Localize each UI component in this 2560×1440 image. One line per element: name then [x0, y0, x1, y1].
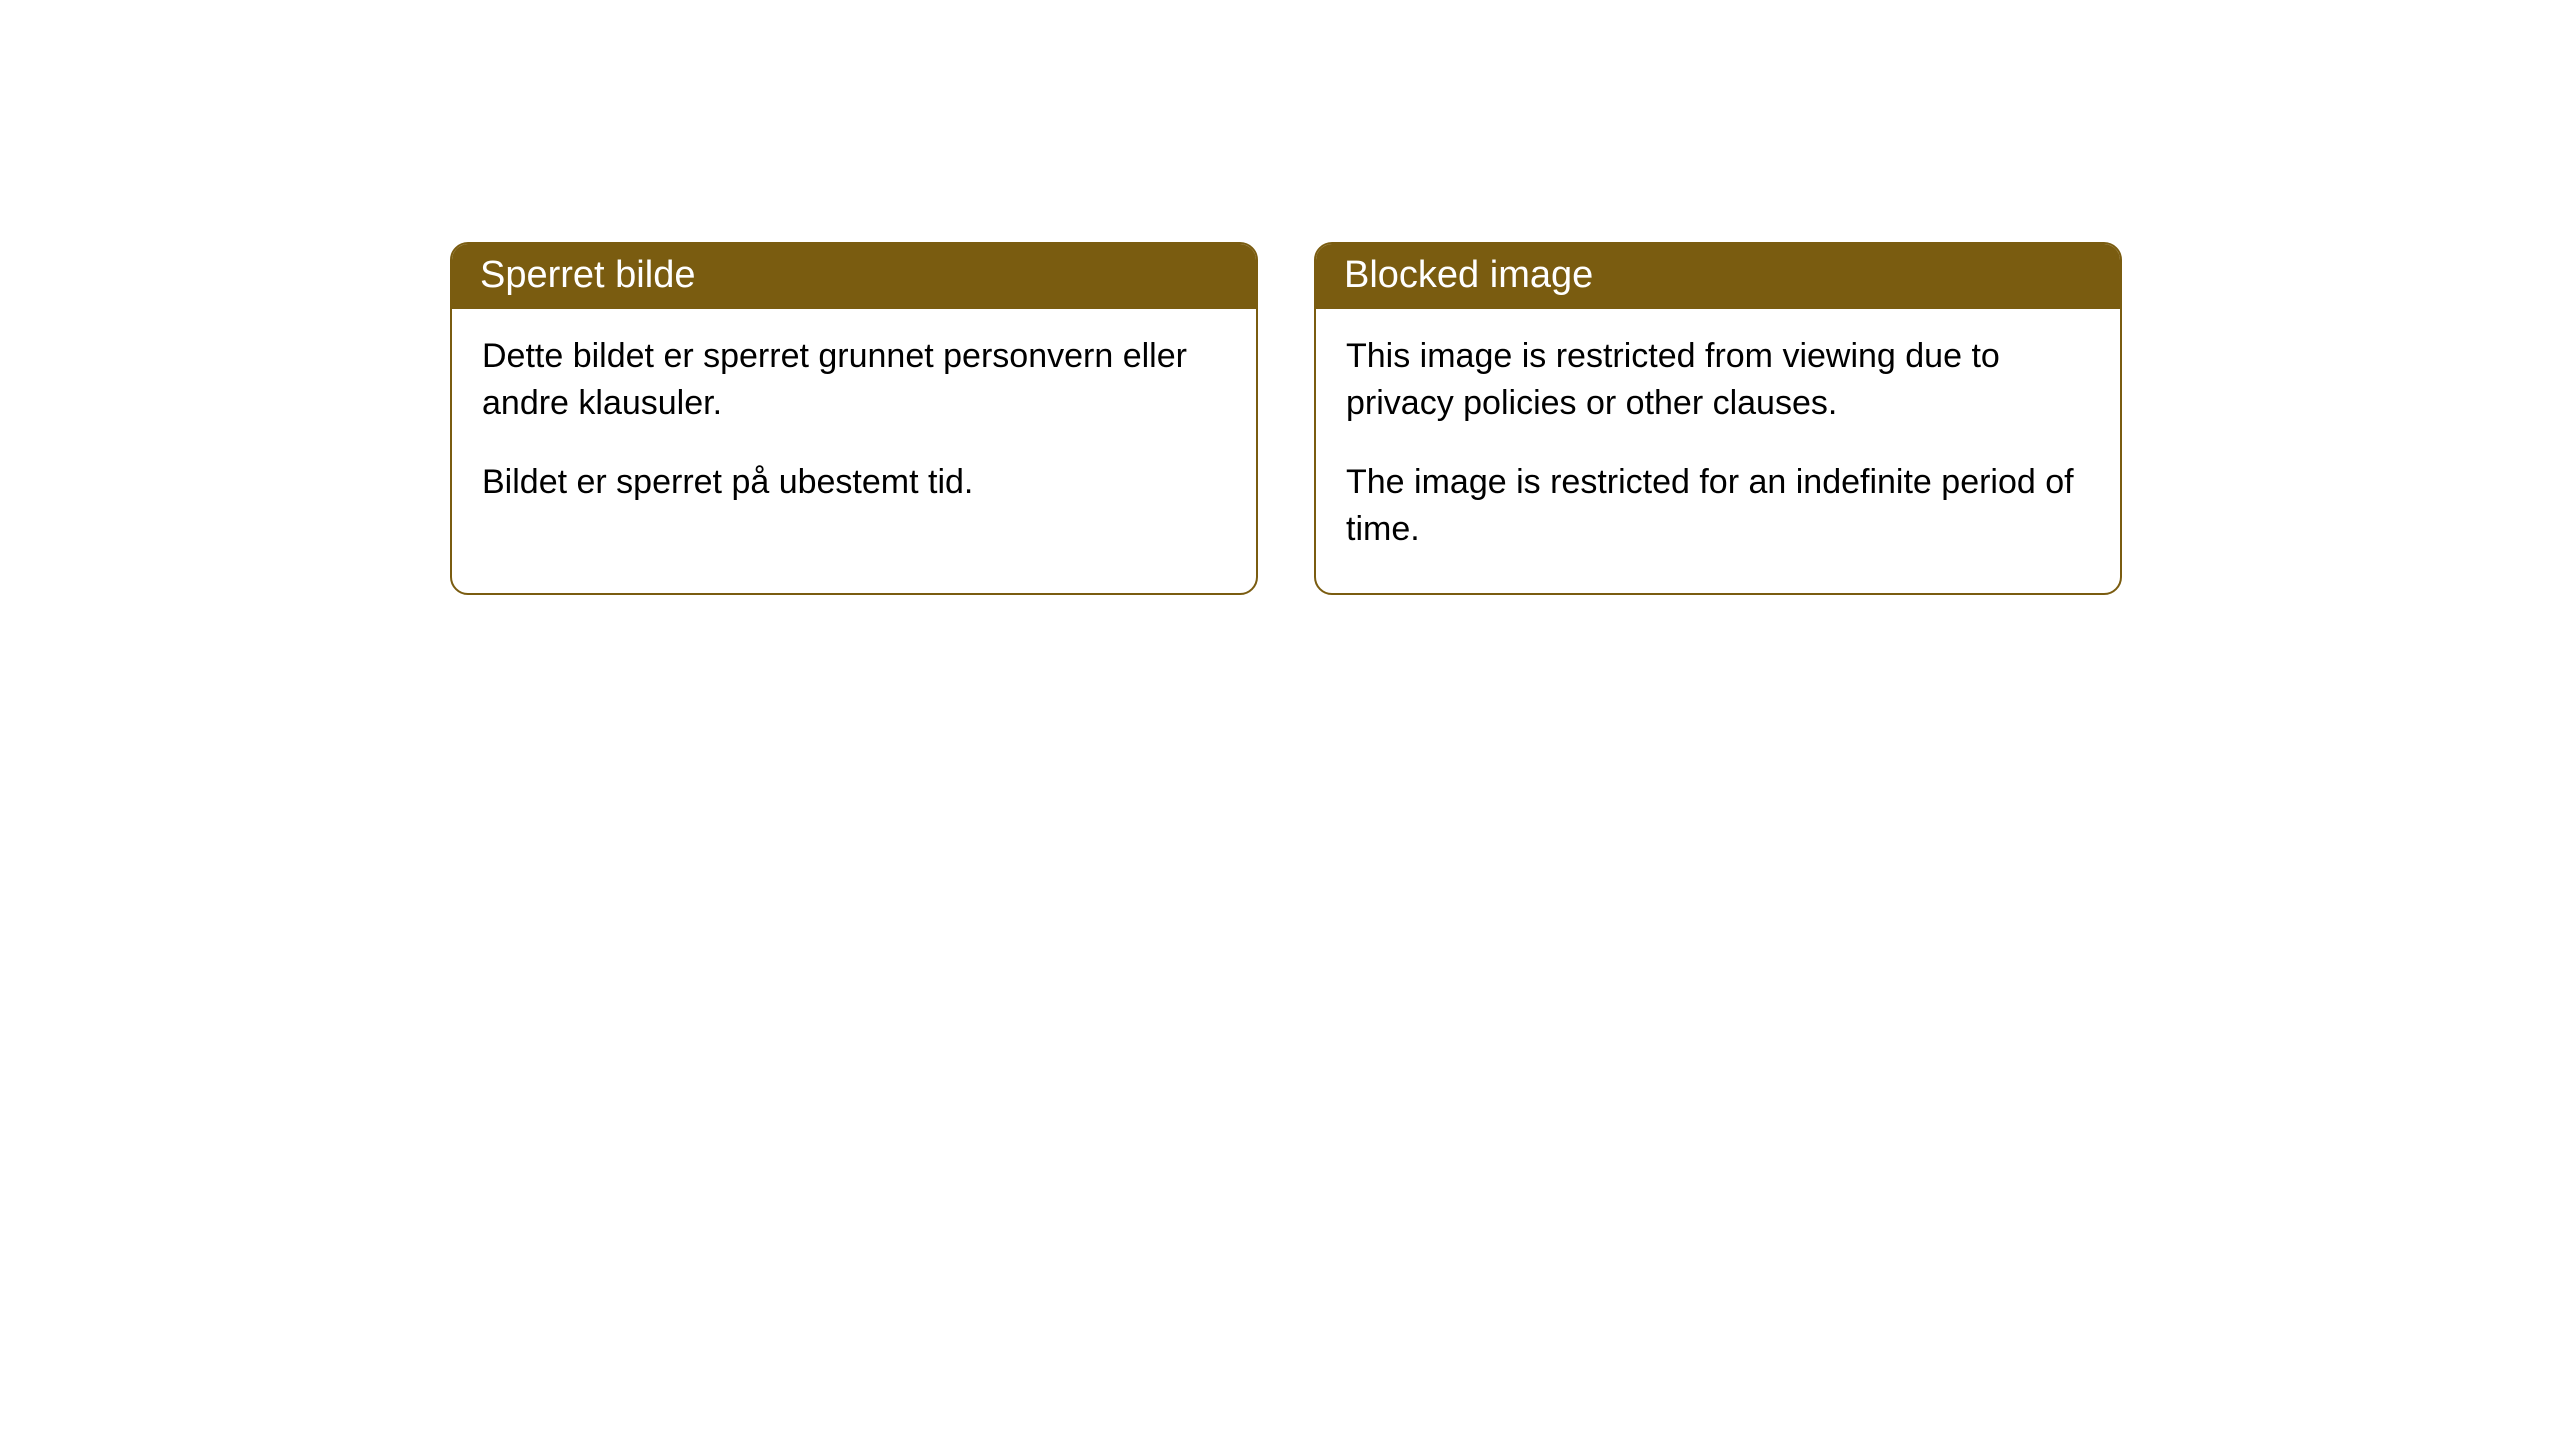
card-norwegian: Sperret bilde Dette bildet er sperret gr… [450, 242, 1258, 595]
card-paragraph-1: Dette bildet er sperret grunnet personve… [482, 333, 1226, 427]
card-header-norwegian: Sperret bilde [452, 244, 1256, 309]
card-body-norwegian: Dette bildet er sperret grunnet personve… [452, 309, 1256, 546]
cards-container: Sperret bilde Dette bildet er sperret gr… [0, 0, 2560, 595]
card-paragraph-2: The image is restricted for an indefinit… [1346, 459, 2090, 553]
card-english: Blocked image This image is restricted f… [1314, 242, 2122, 595]
card-header-english: Blocked image [1316, 244, 2120, 309]
card-paragraph-1: This image is restricted from viewing du… [1346, 333, 2090, 427]
card-body-english: This image is restricted from viewing du… [1316, 309, 2120, 593]
card-paragraph-2: Bildet er sperret på ubestemt tid. [482, 459, 1226, 506]
